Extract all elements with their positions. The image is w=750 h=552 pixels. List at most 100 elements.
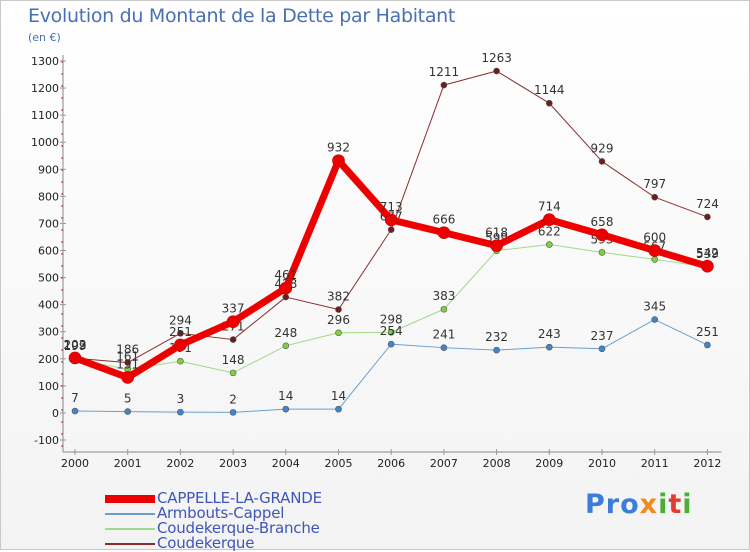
legend-label: CAPPELLE-LA-GRANDE xyxy=(157,489,322,507)
data-point xyxy=(71,407,79,415)
data-point xyxy=(387,340,395,348)
data-label: 618 xyxy=(485,226,508,240)
data-point xyxy=(177,408,184,416)
y-tick-label: 700 xyxy=(38,217,59,230)
data-label: 14 xyxy=(278,389,293,403)
data-label: 2 xyxy=(229,392,237,406)
y-tick-label: 400 xyxy=(38,299,59,312)
data-point xyxy=(229,369,237,377)
y-tick-label: 300 xyxy=(38,326,59,339)
data-point xyxy=(282,293,290,301)
data-point xyxy=(545,241,553,248)
data-point xyxy=(704,341,711,349)
data-point xyxy=(545,99,553,107)
data-label: 929 xyxy=(591,141,614,155)
data-point xyxy=(229,409,237,416)
legend-swatch xyxy=(105,495,155,503)
data-label: 666 xyxy=(432,213,455,227)
data-point xyxy=(542,213,556,226)
x-tick-label: 2005 xyxy=(325,457,353,470)
y-tick-label: 200 xyxy=(38,353,59,366)
x-tick-label: 2003 xyxy=(219,457,247,470)
data-label: 1263 xyxy=(481,51,512,65)
legend-swatch xyxy=(105,513,155,515)
data-point xyxy=(387,226,395,233)
data-label: 383 xyxy=(432,289,455,303)
x-tick-label: 2004 xyxy=(272,457,300,470)
proxiti-logo: Proxiti xyxy=(585,489,693,520)
data-point xyxy=(177,330,184,337)
data-label: 161 xyxy=(116,349,139,363)
data-point xyxy=(651,256,659,263)
y-tick-label: 500 xyxy=(38,272,59,285)
data-point xyxy=(598,345,606,353)
legend-label: Armbouts-Cappel xyxy=(157,504,285,522)
data-point xyxy=(335,329,342,337)
data-label: 724 xyxy=(696,197,719,211)
data-label: 345 xyxy=(643,300,666,314)
data-label: 932 xyxy=(327,141,350,155)
data-label: 622 xyxy=(538,225,561,239)
data-label: 337 xyxy=(222,302,245,316)
data-point xyxy=(651,193,659,201)
data-point xyxy=(701,259,714,273)
data-point xyxy=(124,408,131,415)
data-point xyxy=(595,228,609,242)
y-tick-label: 0 xyxy=(52,407,59,420)
data-label: 600 xyxy=(643,231,666,245)
data-label: 148 xyxy=(222,353,245,367)
data-label: 203 xyxy=(64,338,87,352)
data-label: 14 xyxy=(331,389,346,403)
data-point xyxy=(282,405,290,413)
data-label: 461 xyxy=(274,268,297,282)
data-point xyxy=(440,81,448,89)
data-point xyxy=(335,306,342,313)
data-label: 298 xyxy=(380,312,403,326)
data-point xyxy=(387,328,395,336)
data-label: 797 xyxy=(643,177,666,191)
data-point xyxy=(384,213,398,227)
data-label: 241 xyxy=(432,328,455,342)
y-tick-label: -100 xyxy=(34,434,59,447)
data-point xyxy=(440,344,448,351)
x-tick-label: 2011 xyxy=(641,457,669,470)
x-tick-label: 2008 xyxy=(483,457,511,470)
data-point xyxy=(493,67,500,75)
data-point xyxy=(177,357,184,365)
data-point xyxy=(335,405,342,413)
data-point xyxy=(437,226,451,239)
data-label: 243 xyxy=(538,327,561,341)
data-point xyxy=(332,154,345,167)
x-tick-label: 2012 xyxy=(693,457,721,470)
x-tick-label: 2000 xyxy=(61,457,89,470)
x-tick-label: 2006 xyxy=(377,457,405,470)
data-point xyxy=(651,316,659,323)
data-label: 294 xyxy=(169,313,192,327)
data-point xyxy=(598,249,606,256)
data-label: 7 xyxy=(71,391,79,405)
data-point xyxy=(229,336,237,343)
data-point xyxy=(648,244,662,257)
data-label: 237 xyxy=(591,329,614,343)
y-tick-label: 1000 xyxy=(31,136,59,149)
data-point xyxy=(490,239,503,252)
y-tick-label: 100 xyxy=(38,380,59,393)
x-tick-label: 2007 xyxy=(430,457,458,470)
data-label: 542 xyxy=(696,246,719,260)
data-label: 1211 xyxy=(429,65,460,79)
data-label: 714 xyxy=(538,200,561,214)
y-tick-label: 600 xyxy=(38,245,59,258)
y-tick-label: 1100 xyxy=(31,109,59,122)
unit-label: (en €) xyxy=(28,31,61,44)
x-tick-label: 2009 xyxy=(535,457,563,470)
data-point xyxy=(68,351,82,365)
data-label: 251 xyxy=(696,325,719,339)
legend-swatch xyxy=(105,528,155,530)
data-point xyxy=(493,346,500,354)
x-tick-label: 2010 xyxy=(588,457,616,470)
legend-label: Coudekerque-Branche xyxy=(157,519,320,537)
data-label: 186 xyxy=(116,343,139,357)
data-label: 539 xyxy=(696,247,719,261)
